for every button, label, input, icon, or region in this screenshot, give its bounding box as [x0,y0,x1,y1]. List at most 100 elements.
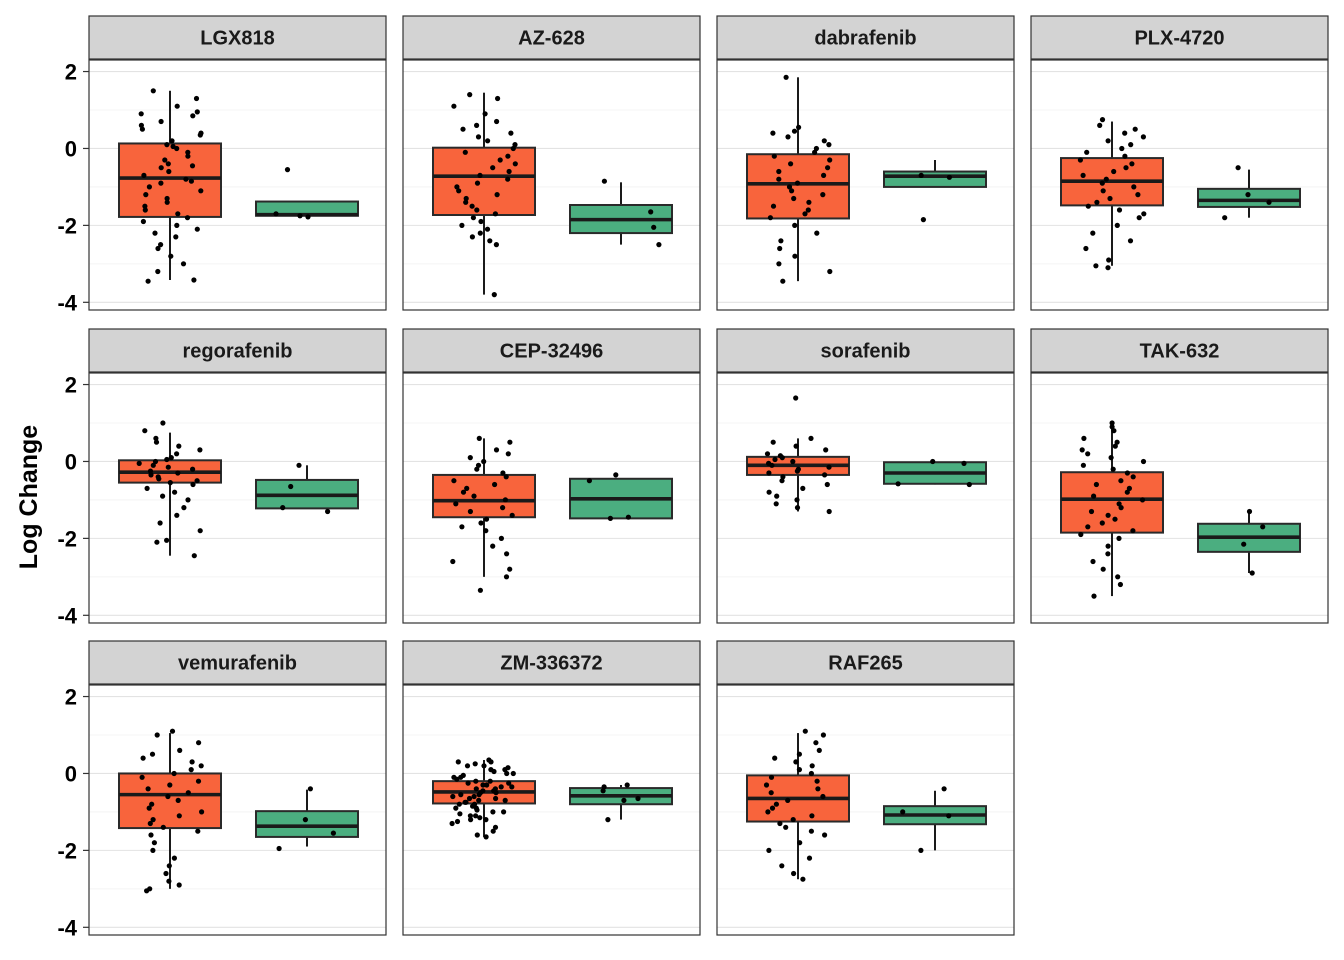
panel-zm-336372: ZM-336372 [402,640,701,936]
box-group-2 [255,167,359,220]
facet-label: sorafenib [820,341,910,363]
data-point [490,543,496,549]
facet-strip [1030,15,1329,60]
data-point [792,253,798,259]
data-point [183,176,189,182]
data-point [785,134,791,140]
data-point [1105,138,1111,144]
facet-label: RAF265 [828,653,902,675]
data-point [483,528,489,534]
data-point [462,149,468,155]
data-point [1080,462,1086,468]
data-point [1122,153,1128,159]
data-point [1099,520,1105,526]
data-point [485,138,491,144]
data-point [510,145,516,152]
data-point [1090,230,1096,236]
data-point [776,176,782,182]
data-point [779,863,785,869]
data-point [1123,165,1129,171]
data-point [777,245,783,252]
data-point [197,528,203,534]
y-tick-label: 2 [65,373,77,398]
data-point [473,778,479,784]
facet-label: PLX-4720 [1134,28,1224,50]
data-point [476,797,482,804]
data-point [773,801,780,807]
data-point [826,464,832,470]
data-point [1093,481,1099,488]
data-point [190,466,196,472]
data-point [613,472,619,478]
data-point [510,770,516,777]
data-point [474,122,480,128]
data-point [166,168,172,175]
data-point [826,142,832,148]
data-point [512,142,518,148]
data-point [467,508,473,515]
data-point [1105,543,1111,549]
data-point [302,817,308,823]
data-point [822,472,828,478]
data-point [772,456,778,463]
box [883,170,987,188]
data-point [605,817,611,823]
data-point [463,799,469,805]
data-point [160,493,166,499]
facet-strip [716,640,1015,685]
data-point [1114,222,1120,228]
panel-dabrafenib: dabrafenib [716,15,1015,311]
data-point [168,455,174,461]
data-point [476,435,482,441]
box [1197,187,1301,208]
data-point [175,797,181,804]
data-point [791,870,797,877]
box-group-1 [746,395,850,515]
box-group-1 [432,757,536,840]
data-point [1126,485,1132,491]
data-point [508,130,514,136]
data-point [307,786,313,792]
data-point [494,192,500,198]
box-group-1 [118,728,222,894]
data-point [460,126,466,132]
data-point [140,218,146,225]
facet-strip [88,640,387,685]
facet-label: ZM-336372 [500,653,602,675]
data-point [796,751,803,757]
data-point [158,165,164,171]
y-tick-label: 2 [65,685,77,710]
data-point [1091,593,1097,599]
data-point [296,462,302,468]
data-point [194,226,200,232]
data-point [768,774,775,780]
data-point [1130,528,1136,534]
data-point [477,815,483,821]
data-point [1111,168,1117,175]
data-point [474,180,481,186]
box-group-2 [883,458,987,488]
data-point [786,184,793,190]
data-point [1078,531,1084,538]
data-point [160,824,166,830]
data-point [158,180,164,186]
y-tick-label: 2 [65,60,77,85]
data-point [454,818,461,825]
box-group-1 [1060,420,1164,599]
data-point [821,138,827,144]
data-point [1222,215,1228,221]
data-point [920,217,927,223]
data-point [776,261,782,267]
facet-strip [402,640,701,685]
facet-label: dabrafenib [814,28,916,50]
data-point [194,109,200,115]
data-point [778,238,784,244]
data-point [1108,455,1114,461]
facet-strip [1030,328,1329,373]
facet-strip [402,328,701,373]
data-point [1099,117,1106,123]
data-point [796,767,803,773]
data-point [156,476,162,482]
data-point [167,480,173,486]
